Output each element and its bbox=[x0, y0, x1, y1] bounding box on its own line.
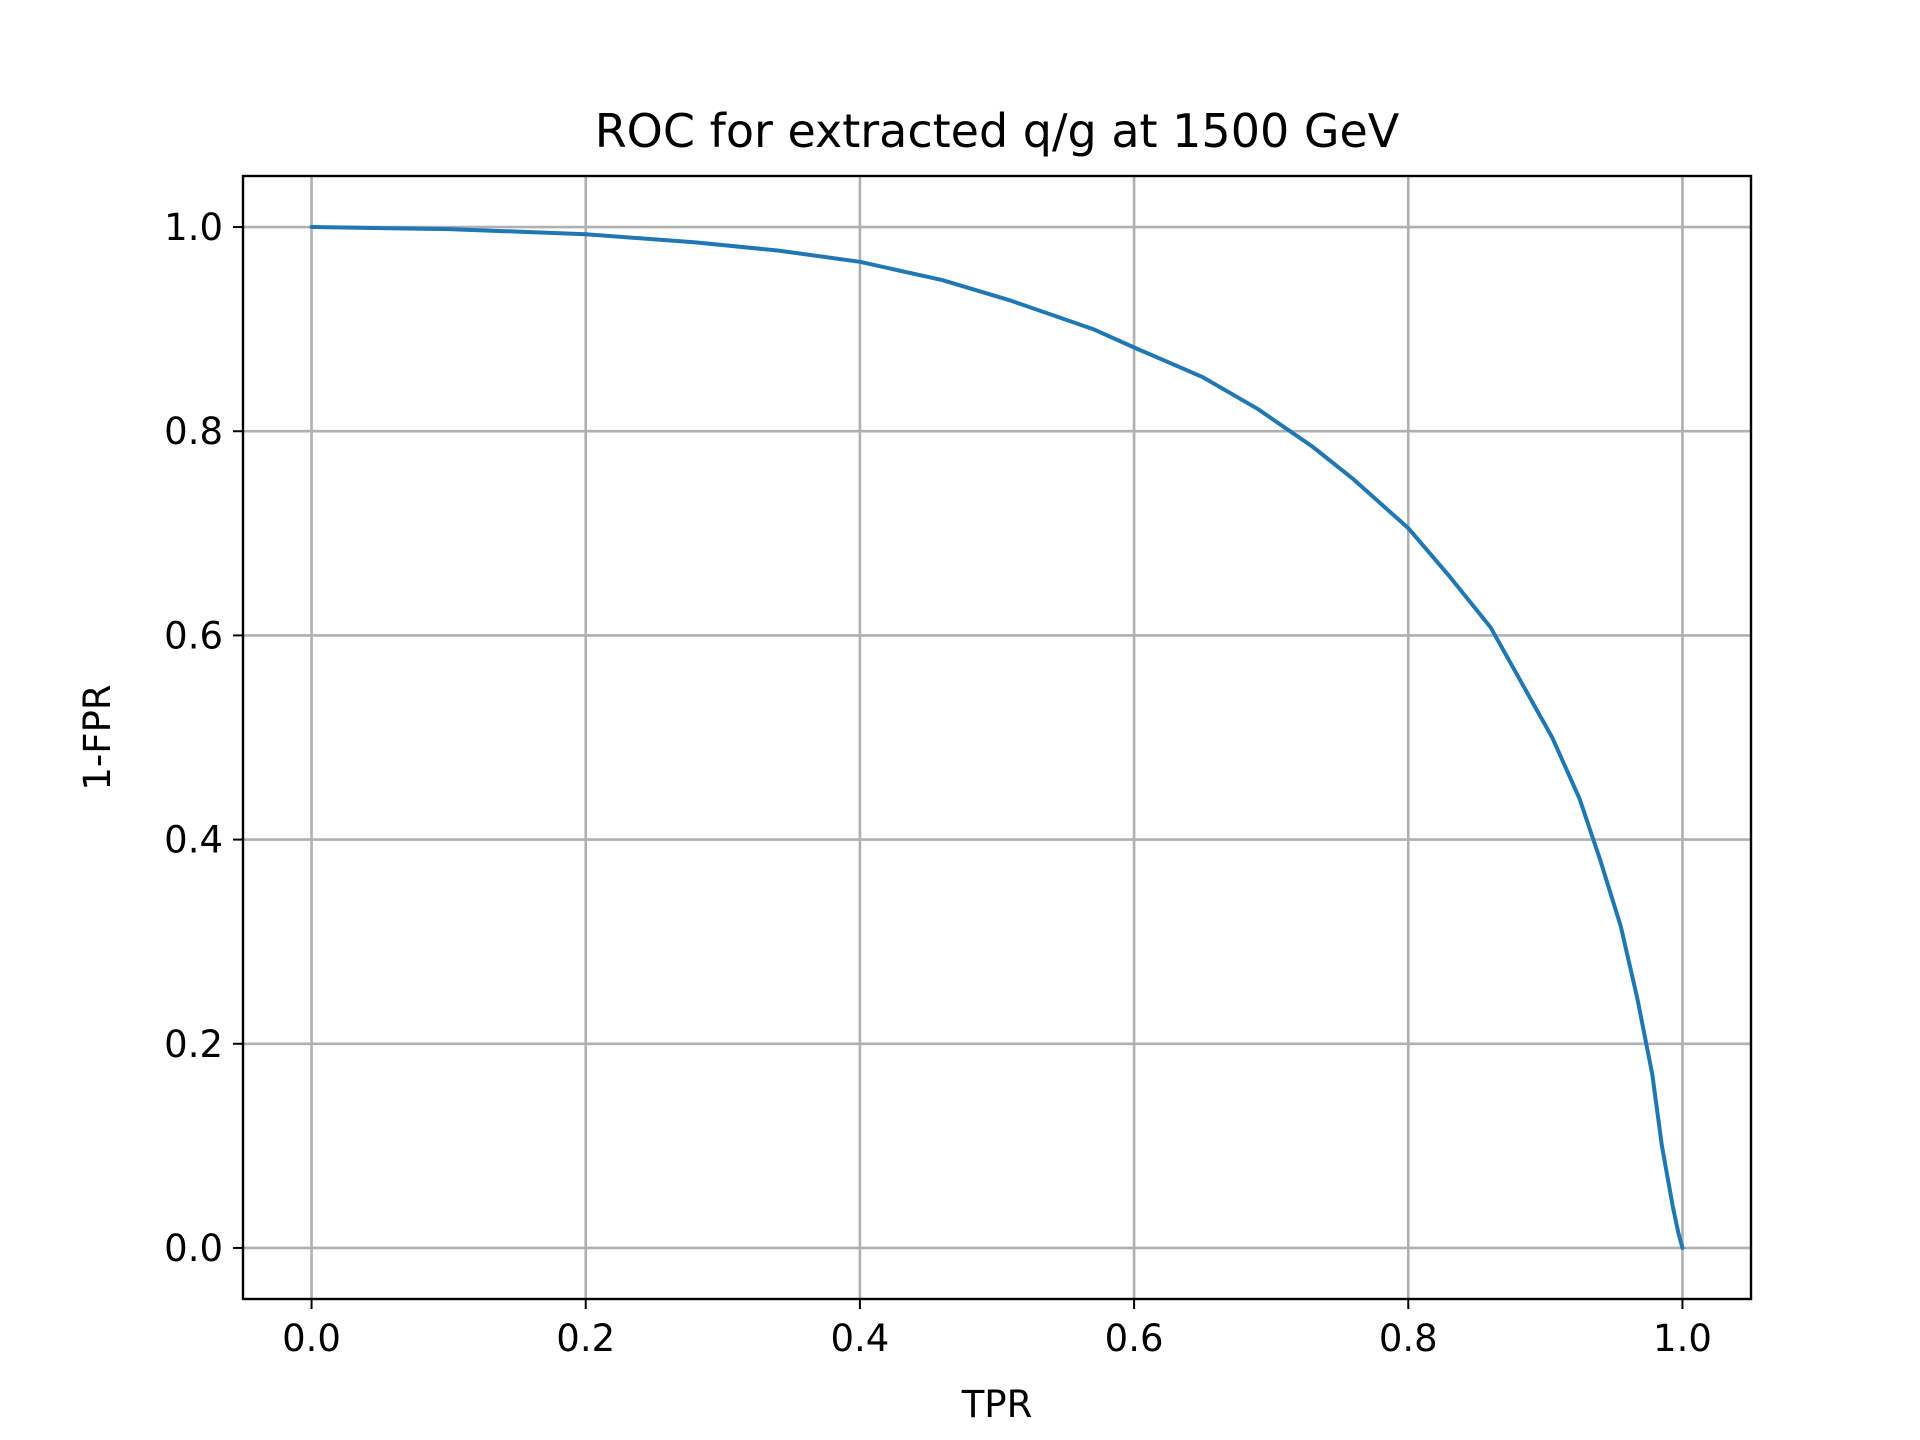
series-layer bbox=[309, 225, 1685, 1250]
roc-curve-line bbox=[309, 225, 1685, 1250]
plot-frame bbox=[241, 174, 1753, 1301]
y-axis-label: 1-FPR bbox=[76, 684, 119, 790]
ticks: 0.0 0.2 0.4 0.6 0.8 1.0 0.0 0.2 0.4 0.6 0.8 1.0 bbox=[164, 206, 1712, 1360]
y-tick-label: 0.4 bbox=[164, 819, 223, 862]
x-tick-label: 0.6 bbox=[1105, 1317, 1164, 1360]
y-tick-label: 0.0 bbox=[164, 1227, 223, 1270]
y-tick-label: 0.2 bbox=[164, 1023, 223, 1066]
x-tick-label: 0.4 bbox=[830, 1317, 889, 1360]
x-tick-label: 0.2 bbox=[556, 1317, 615, 1360]
y-tick-label: 1.0 bbox=[164, 206, 223, 249]
x-tick-label: 0.0 bbox=[282, 1317, 341, 1360]
x-tick-label: 1.0 bbox=[1653, 1317, 1712, 1360]
y-tick-label: 0.8 bbox=[164, 410, 223, 453]
y-tick-label: 0.6 bbox=[164, 614, 223, 657]
grid bbox=[243, 176, 1751, 1299]
chart-title: ROC for extracted q/g at 1500 GeV bbox=[595, 104, 1400, 158]
x-axis-label: TPR bbox=[961, 1383, 1033, 1426]
x-tick-label: 0.8 bbox=[1379, 1317, 1438, 1360]
